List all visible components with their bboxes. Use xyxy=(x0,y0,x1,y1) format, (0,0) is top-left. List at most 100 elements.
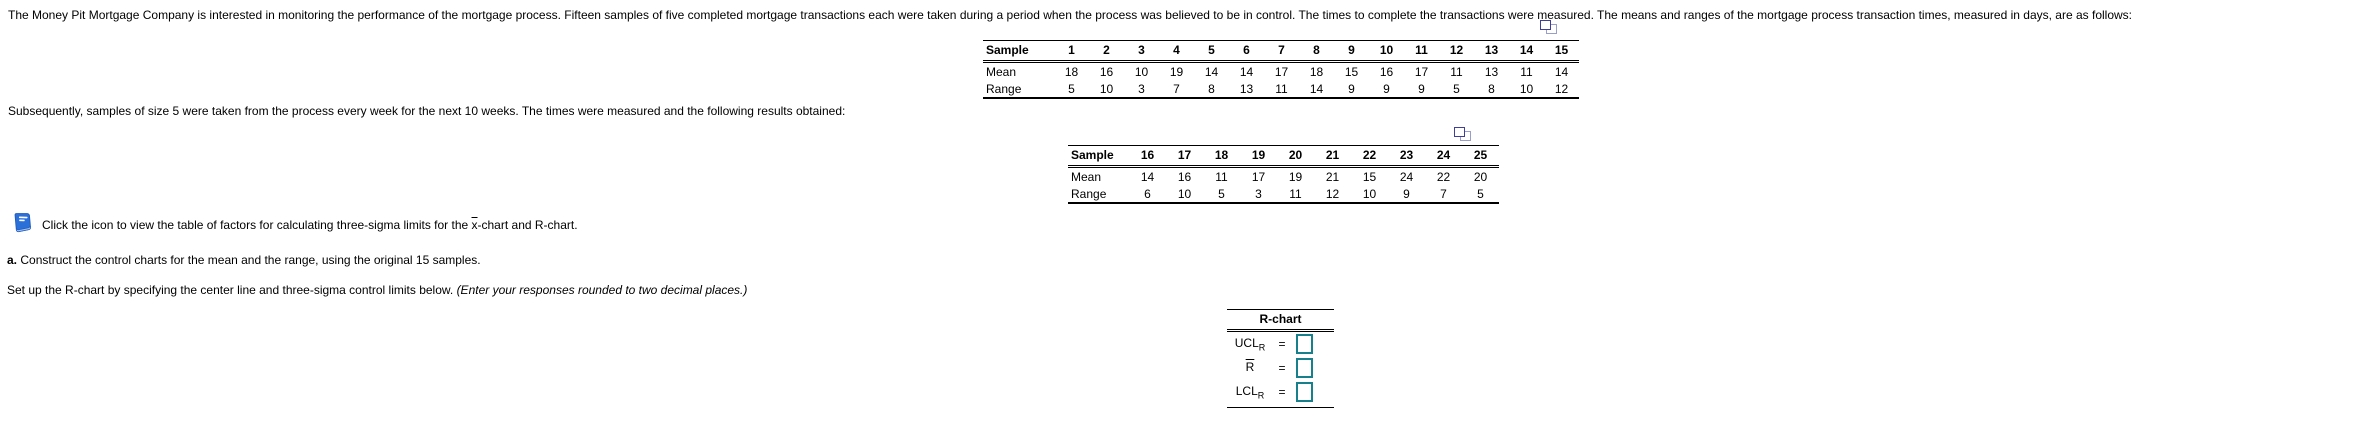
value-cell: 11 xyxy=(1275,82,1288,96)
value-cell: 11 xyxy=(1520,65,1533,79)
value-cell: 10 xyxy=(1362,187,1377,201)
table-row-range: Range 6 10 5 3 11 12 10 9 7 5 xyxy=(1068,185,1499,203)
value-cell: 9 xyxy=(1403,187,1410,201)
header-sample-14: 14 xyxy=(1509,40,1544,63)
setup-text: Set up the R-chart by specifying the cen… xyxy=(7,283,457,297)
factors-instruction-line: Click the icon to view the table of fact… xyxy=(42,215,578,235)
factors-table-book-icon[interactable] xyxy=(11,212,33,233)
value-cell: 21 xyxy=(1325,170,1340,184)
value-cell: 3 xyxy=(1138,82,1145,96)
value-cell: 7 xyxy=(1173,82,1180,96)
header-sample-3: 3 xyxy=(1124,40,1159,63)
samples-table-16-25: Sample 16 17 18 19 20 21 22 23 24 25 Mean 14 16 11 17 1… xyxy=(1068,145,1499,204)
header-sample-20: 20 xyxy=(1277,145,1314,168)
r-bar-input[interactable] xyxy=(1296,358,1313,378)
value-cell: 10 xyxy=(1519,82,1534,96)
value-cell: 18 xyxy=(1064,65,1079,79)
value-cell: 10 xyxy=(1177,187,1192,201)
ucl-row: UCLR = xyxy=(1227,332,1334,356)
value-cell: 10 xyxy=(1099,82,1114,96)
row-label: Range xyxy=(986,82,1022,96)
open-table2-popup-icon[interactable] xyxy=(1454,127,1471,141)
rbar-equals: = xyxy=(1278,361,1286,375)
open-table1-popup-icon[interactable] xyxy=(1540,20,1557,34)
value-cell: 14 xyxy=(1554,65,1569,79)
table1-body: Mean 18 16 10 19 14 14 17 18 15 16 17 11 13 11 14 Range 5… xyxy=(983,62,1579,99)
value-cell: 12 xyxy=(1554,82,1569,96)
value-cell: 19 xyxy=(1288,170,1303,184)
value-cell: 9 xyxy=(1383,82,1390,96)
value-cell: 14 xyxy=(1140,170,1155,184)
value-cell: 9 xyxy=(1348,82,1355,96)
header-sample-19: 19 xyxy=(1240,145,1277,168)
part-a-label: a. xyxy=(7,253,18,267)
rbar-label: R xyxy=(1245,359,1255,374)
value-cell: 17 xyxy=(1274,65,1289,79)
value-cell: 5 xyxy=(1453,82,1460,96)
header-sample-4: 4 xyxy=(1159,40,1194,63)
part-a-text: Construct the control charts for the mea… xyxy=(17,253,481,267)
value-cell: 8 xyxy=(1488,82,1495,96)
ucl-equals: = xyxy=(1278,337,1286,351)
header-label: Sample xyxy=(983,40,1054,63)
factors-instruction-after: -chart and R-chart. xyxy=(477,218,578,232)
value-cell: 11 xyxy=(1289,187,1302,201)
book-icon xyxy=(14,213,31,233)
header-sample-8: 8 xyxy=(1299,40,1334,63)
row-label: Mean xyxy=(1071,170,1102,184)
value-cell: 19 xyxy=(1169,65,1184,79)
header-sample-10: 10 xyxy=(1369,40,1404,63)
value-cell: 13 xyxy=(1239,82,1254,96)
part-a-line: a. Construct the control charts for the … xyxy=(7,253,481,267)
header-sample-18: 18 xyxy=(1203,145,1240,168)
value-cell: 7 xyxy=(1440,187,1447,201)
factors-instruction-before: Click the icon to view the table of fact… xyxy=(42,218,472,232)
lcl-equals: = xyxy=(1278,385,1286,399)
header-sample-21: 21 xyxy=(1314,145,1351,168)
table1-header-row: Sample 1 2 3 4 5 6 7 8 9 10 11 12 13 14 15 xyxy=(983,40,1579,63)
lcl-r-input[interactable] xyxy=(1296,382,1313,402)
value-cell: 14 xyxy=(1309,82,1324,96)
value-cell: 5 xyxy=(1477,187,1484,201)
table-row-mean: Mean 14 16 11 17 19 21 15 24 22 20 xyxy=(1068,167,1499,186)
header-sample-11: 11 xyxy=(1404,40,1439,63)
value-cell: 16 xyxy=(1177,170,1192,184)
value-cell: 9 xyxy=(1418,82,1425,96)
value-cell: 24 xyxy=(1399,170,1414,184)
header-sample-7: 7 xyxy=(1264,40,1299,63)
value-cell: 17 xyxy=(1414,65,1429,79)
value-cell: 20 xyxy=(1473,170,1488,184)
value-cell: 11 xyxy=(1215,170,1228,184)
value-cell: 11 xyxy=(1450,65,1463,79)
value-cell: 17 xyxy=(1251,170,1266,184)
header-sample-6: 6 xyxy=(1229,40,1264,63)
value-cell: 22 xyxy=(1436,170,1451,184)
table2-body: Mean 14 16 11 17 19 21 15 24 22 20 Range 6 10 5 3 11 12 10… xyxy=(1068,167,1499,204)
setup-note: (Enter your responses rounded to two dec… xyxy=(456,283,748,297)
r-chart-title: R-chart xyxy=(1227,310,1334,332)
header-sample-17: 17 xyxy=(1166,145,1203,168)
value-cell: 15 xyxy=(1362,170,1377,184)
table-row-range: Range 5 10 3 7 8 13 11 14 9 9 9 5 8 10 12 xyxy=(983,80,1579,98)
copy-icon-front-square xyxy=(1454,127,1465,137)
header-sample-13: 13 xyxy=(1474,40,1509,63)
lcl-label: LCLR xyxy=(1235,383,1265,401)
row-label: Range xyxy=(1071,187,1107,201)
value-cell: 13 xyxy=(1484,65,1499,79)
value-cell: 5 xyxy=(1068,82,1075,96)
value-cell: 14 xyxy=(1239,65,1254,79)
rbar-row: R = xyxy=(1227,356,1334,380)
value-cell: 16 xyxy=(1379,65,1394,79)
header-sample-22: 22 xyxy=(1351,145,1388,168)
header-sample-16: 16 xyxy=(1129,145,1166,168)
value-cell: 12 xyxy=(1325,187,1340,201)
ucl-r-input[interactable] xyxy=(1296,334,1313,354)
header-sample-9: 9 xyxy=(1334,40,1369,63)
value-cell: 15 xyxy=(1344,65,1359,79)
value-cell: 3 xyxy=(1255,187,1262,201)
copy-icon-front-square xyxy=(1540,20,1551,30)
subsequent-paragraph: Subsequently, samples of size 5 were tak… xyxy=(8,104,846,118)
setup-line: Set up the R-chart by specifying the cen… xyxy=(7,283,747,297)
intro-paragraph: The Money Pit Mortgage Company is intere… xyxy=(8,8,2132,22)
